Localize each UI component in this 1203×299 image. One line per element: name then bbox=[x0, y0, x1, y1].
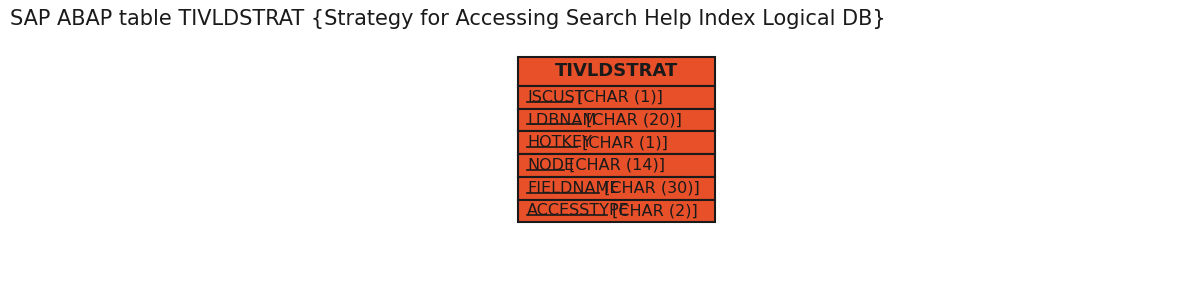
Text: HOTKEY: HOTKEY bbox=[527, 135, 592, 150]
Text: TIVLDSTRAT: TIVLDSTRAT bbox=[555, 62, 678, 80]
Text: [CHAR (20)]: [CHAR (20)] bbox=[581, 112, 682, 127]
Text: LDBNAM: LDBNAM bbox=[527, 112, 597, 127]
Bar bbox=[517, 199, 716, 222]
Text: ACCESSTYPE: ACCESSTYPE bbox=[527, 203, 630, 218]
Text: [CHAR (1)]: [CHAR (1)] bbox=[571, 90, 663, 105]
Text: SAP ABAP table TIVLDSTRAT {Strategy for Accessing Search Help Index Logical DB}: SAP ABAP table TIVLDSTRAT {Strategy for … bbox=[10, 9, 885, 29]
Bar bbox=[517, 154, 716, 177]
Bar bbox=[517, 177, 716, 199]
Text: [CHAR (1)]: [CHAR (1)] bbox=[577, 135, 668, 150]
Bar bbox=[517, 86, 716, 109]
Text: [CHAR (30)]: [CHAR (30)] bbox=[599, 181, 699, 196]
Text: ISCUST: ISCUST bbox=[527, 90, 585, 105]
Bar bbox=[517, 109, 716, 131]
Text: [CHAR (2)]: [CHAR (2)] bbox=[606, 203, 698, 218]
Text: FIELDNAME: FIELDNAME bbox=[527, 181, 620, 196]
Bar bbox=[517, 57, 716, 86]
Text: NODE: NODE bbox=[527, 158, 574, 173]
Bar bbox=[517, 131, 716, 154]
Text: [CHAR (14)]: [CHAR (14)] bbox=[563, 158, 664, 173]
